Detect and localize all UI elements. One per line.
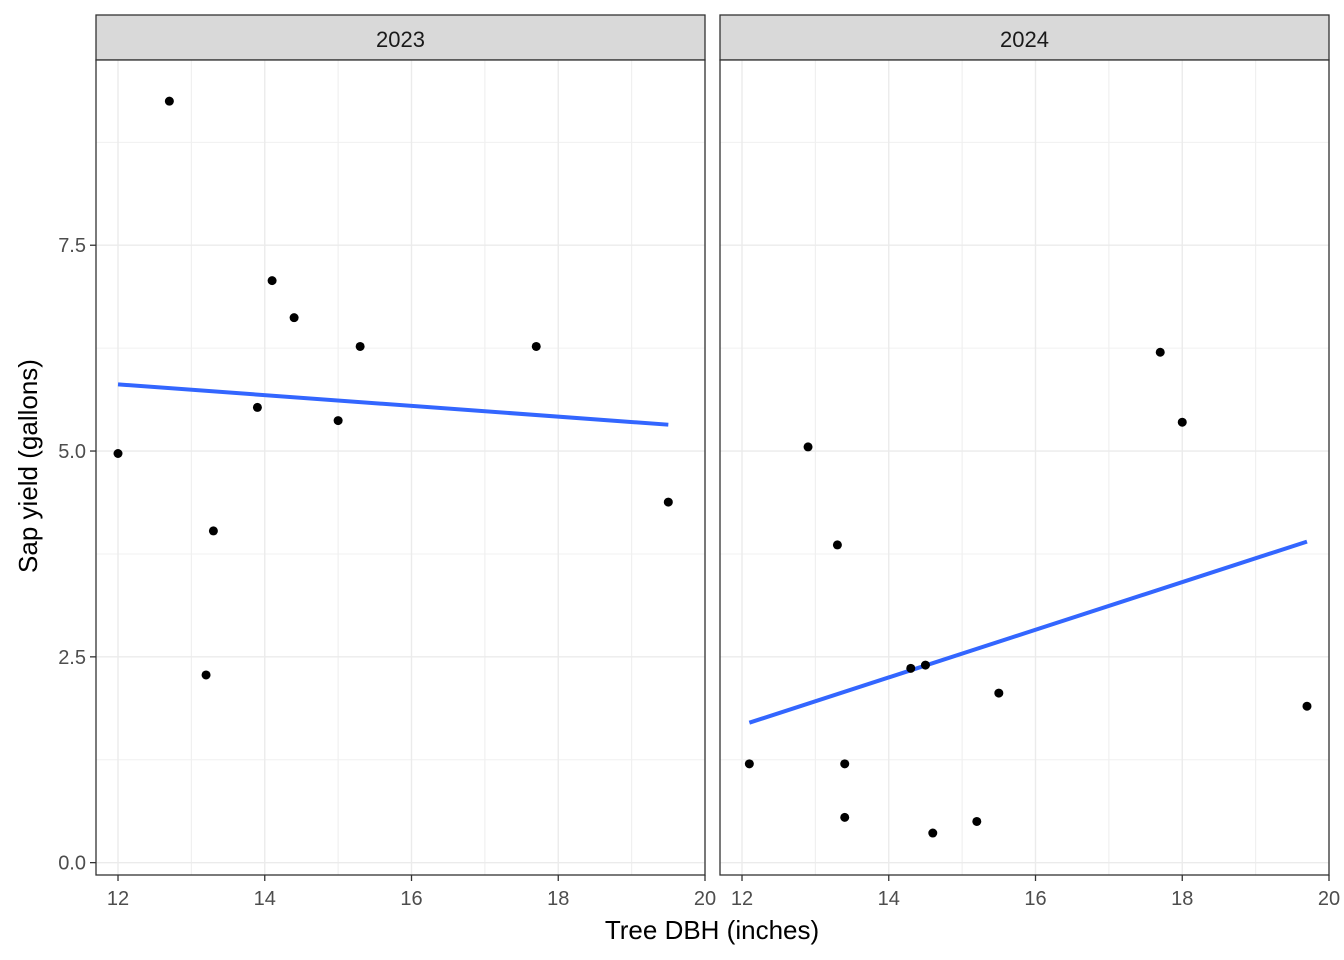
data-point (1155, 347, 1165, 357)
data-point (355, 341, 365, 351)
data-point (201, 670, 211, 680)
x-tick-label: 12 (731, 888, 753, 910)
data-point (113, 449, 123, 459)
data-point (920, 660, 930, 670)
data-point (333, 416, 343, 426)
data-point (208, 526, 218, 536)
data-point (928, 828, 938, 838)
y-axis-title: Sap yield (gallons) (13, 359, 43, 573)
trend-line (748, 539, 1308, 725)
panels: 2023 12 14 16 18 20 2024 12 14 16 18 20 (95, 14, 1340, 910)
plot-background (96, 60, 705, 875)
panel-border (95, 59, 706, 876)
x-tick-label: 14 (878, 888, 900, 910)
panel-border (719, 59, 1330, 876)
facet-strip (719, 14, 1330, 61)
data-point (267, 276, 277, 286)
data-point (840, 759, 850, 769)
data-point (803, 442, 813, 452)
x-tick-label: 12 (107, 888, 129, 910)
data-point (663, 497, 673, 507)
x-tick-label: 18 (1171, 888, 1193, 910)
y-tick-label: 0.0 (58, 853, 86, 875)
data-point (252, 402, 262, 412)
x-tick-label: 20 (1318, 888, 1340, 910)
x-tick-label: 16 (1024, 888, 1046, 910)
panel-2024: 2024 12 14 16 18 20 (719, 14, 1340, 910)
y-axis: 0.0 2.5 5.0 7.5 (58, 235, 96, 875)
x-axis-title: Tree DBH (inches) (605, 915, 819, 945)
data-point (164, 96, 174, 106)
x-tick-label: 18 (547, 888, 569, 910)
trend-line (117, 382, 669, 427)
panel-2023: 2023 12 14 16 18 20 (95, 14, 716, 910)
x-tick-label: 20 (694, 888, 716, 910)
data-point (1177, 417, 1187, 427)
data-point (289, 313, 299, 323)
data-point (994, 688, 1004, 698)
data-point (840, 812, 850, 822)
data-point (972, 816, 982, 826)
facet-strip (95, 14, 706, 61)
facet-strip-label: 2024 (1000, 27, 1049, 52)
plot-background (720, 60, 1329, 875)
y-tick-label: 5.0 (58, 441, 86, 463)
data-point (531, 341, 541, 351)
data-point (906, 663, 916, 673)
data-point (832, 540, 842, 550)
data-point (1302, 701, 1312, 711)
data-point (744, 759, 754, 769)
y-tick-label: 7.5 (58, 235, 86, 257)
y-tick-label: 2.5 (58, 647, 86, 669)
x-tick-label: 16 (400, 888, 422, 910)
x-tick-label: 14 (254, 888, 276, 910)
facet-strip-label: 2023 (376, 27, 425, 52)
